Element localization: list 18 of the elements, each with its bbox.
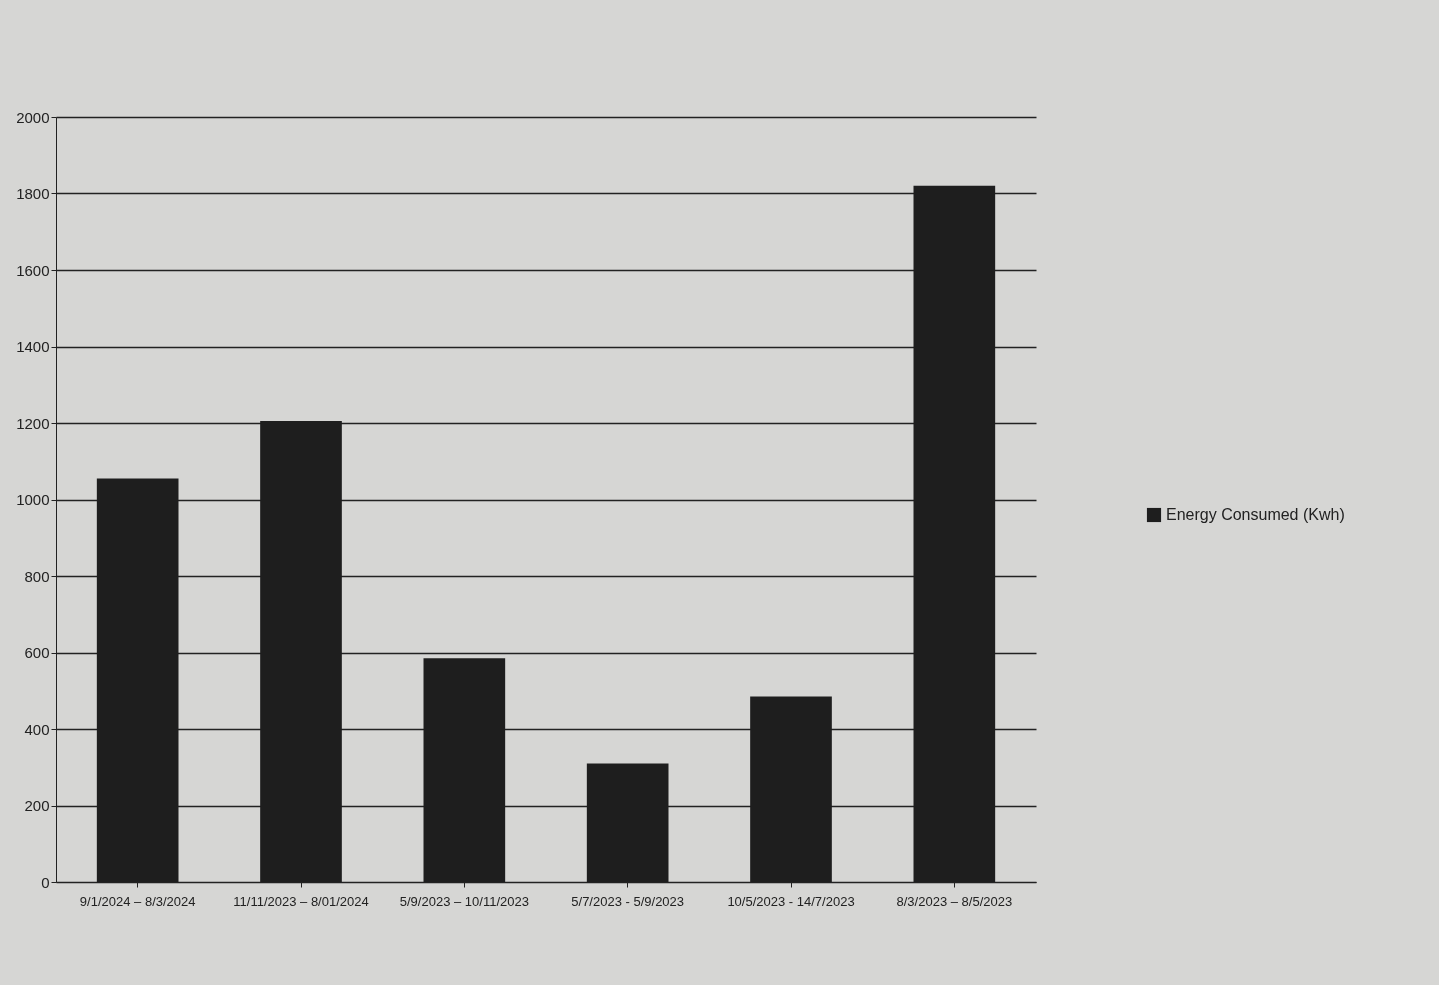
y-tick-label: 200 bbox=[24, 797, 50, 814]
y-tick-label: 1000 bbox=[16, 491, 50, 508]
legend-label: Energy Consumed (Kwh) bbox=[1166, 506, 1345, 523]
y-tick-label: 1200 bbox=[16, 414, 50, 432]
x-tick-label: 10/5/2023 - 14/7/2023 bbox=[727, 893, 855, 909]
x-tick-label: 5/7/2023 - 5/9/2023 bbox=[571, 893, 685, 909]
x-tick-label: 9/1/2024 – 8/3/2024 bbox=[79, 893, 196, 909]
y-tick-label: 0 bbox=[41, 873, 50, 891]
x-tick-label: 5/9/2023 – 10/11/2023 bbox=[399, 893, 529, 909]
y-tick-label: 1800 bbox=[16, 185, 50, 202]
y-tick-label: 1600 bbox=[16, 261, 50, 279]
x-tick-label: 8/3/2023 – 8/5/2023 bbox=[896, 893, 1013, 909]
y-tick-label: 2000 bbox=[16, 108, 50, 126]
y-tick-label: 1400 bbox=[16, 338, 50, 355]
y-tick-label: 800 bbox=[24, 567, 50, 585]
x-tick-label: 11/11/2023 – 8/01/2024 bbox=[233, 893, 369, 909]
y-tick-label: 600 bbox=[24, 644, 50, 661]
y-tick-label: 400 bbox=[24, 720, 50, 738]
